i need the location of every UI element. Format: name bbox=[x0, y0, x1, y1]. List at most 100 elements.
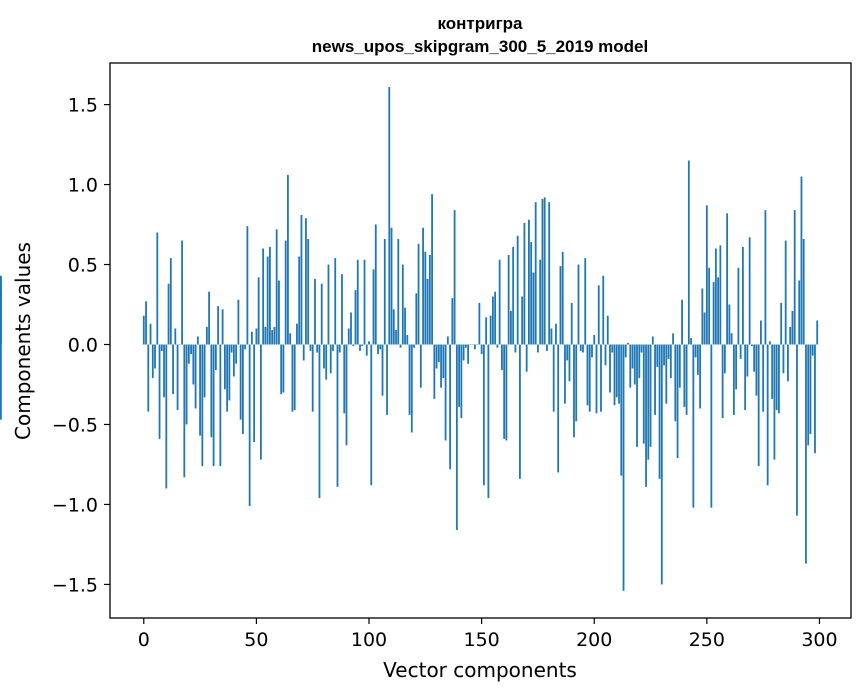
x-tick-label: 100 bbox=[351, 629, 387, 651]
bar-component-227 bbox=[654, 344, 656, 415]
bar-component-243 bbox=[690, 338, 692, 345]
bar-component-288 bbox=[791, 310, 794, 345]
bar-component-182 bbox=[552, 344, 555, 412]
bar-component-66 bbox=[291, 344, 294, 412]
bar-component-296 bbox=[809, 344, 812, 435]
bar-component-135 bbox=[446, 336, 449, 345]
bar-component-125 bbox=[424, 251, 427, 345]
bar-component-56 bbox=[269, 246, 271, 345]
bar-component-108 bbox=[386, 344, 388, 415]
bar-component-34 bbox=[219, 344, 222, 467]
bar-component-64 bbox=[287, 174, 289, 345]
bar-component-233 bbox=[667, 344, 670, 359]
bar-component-266 bbox=[741, 246, 744, 345]
bar-component-198 bbox=[588, 344, 591, 412]
bar-component-35 bbox=[221, 309, 224, 345]
bar-component-215 bbox=[627, 342, 629, 345]
bar-component-253 bbox=[712, 282, 715, 345]
bar-component-213 bbox=[622, 344, 625, 591]
bar-component-197 bbox=[586, 344, 589, 406]
bar-component-173 bbox=[532, 272, 535, 345]
bar-component-24 bbox=[196, 336, 199, 345]
bar-component-220 bbox=[638, 344, 641, 379]
bar-component-47 bbox=[248, 344, 251, 507]
bar-component-229 bbox=[658, 344, 661, 479]
bar-component-82 bbox=[327, 264, 330, 345]
bar-component-235 bbox=[672, 333, 674, 345]
bar-component-188 bbox=[566, 344, 569, 361]
bar-component-96 bbox=[359, 344, 361, 351]
bar-component-178 bbox=[543, 197, 546, 345]
bar-component-65 bbox=[289, 333, 292, 345]
bar-component-114 bbox=[399, 344, 402, 348]
bar-component-241 bbox=[685, 344, 688, 415]
x-tick-label: 250 bbox=[689, 629, 725, 651]
bar-component-89 bbox=[343, 344, 346, 414]
bar-component-52 bbox=[260, 344, 262, 460]
bar-component-136 bbox=[449, 344, 451, 470]
bar-component-42 bbox=[237, 299, 240, 345]
bar-component-214 bbox=[624, 344, 627, 358]
bar-component-113 bbox=[397, 238, 400, 345]
bar-component-221 bbox=[640, 344, 643, 353]
bar-component-41 bbox=[235, 344, 238, 364]
bar-component-90 bbox=[345, 344, 348, 446]
y-tick-label: 1.0 bbox=[68, 175, 98, 197]
plot-frame bbox=[109, 62, 852, 619]
bar-component-237 bbox=[676, 344, 679, 459]
bar-component-169 bbox=[523, 222, 526, 345]
bar-component-210 bbox=[615, 344, 618, 398]
bar-component-79 bbox=[320, 283, 323, 345]
bar-component-261 bbox=[730, 333, 733, 345]
bar-component-118 bbox=[408, 344, 411, 415]
bar-component-25 bbox=[199, 344, 201, 436]
bar-component-45 bbox=[244, 344, 247, 350]
bar-component-17 bbox=[181, 240, 183, 345]
bar-component-161 bbox=[505, 344, 508, 441]
bar-component-62 bbox=[282, 344, 285, 393]
bar-component-50 bbox=[255, 328, 258, 345]
bar-component-61 bbox=[280, 344, 283, 395]
bar-component-152 bbox=[485, 317, 488, 345]
x-tick-label: 200 bbox=[576, 629, 612, 651]
y-tick-label: 1.5 bbox=[68, 95, 98, 117]
x-tick-label: 50 bbox=[244, 629, 268, 651]
bar-component-275 bbox=[762, 344, 765, 412]
bar-component-212 bbox=[620, 344, 623, 476]
bar-component-142 bbox=[462, 344, 465, 361]
chart-title-line-2: news_upos_skipgram_300_5_2019 model bbox=[312, 37, 648, 56]
bar-component-40 bbox=[232, 344, 235, 377]
bar-component-127 bbox=[428, 254, 431, 345]
x-tick-label: 150 bbox=[463, 629, 499, 651]
bar-component-14 bbox=[174, 328, 177, 345]
bar-component-209 bbox=[613, 344, 616, 406]
bar-component-18 bbox=[183, 344, 186, 478]
bar-component-101 bbox=[370, 344, 373, 486]
y-axis: −1.5 −1.0 −0.5 0.0 0.5 1.0 1.5 bbox=[52, 95, 110, 596]
bar-component-194 bbox=[579, 344, 582, 351]
bar-component-58 bbox=[273, 326, 276, 345]
bar-component-222 bbox=[642, 344, 645, 444]
bar-component-193 bbox=[577, 264, 580, 345]
bar-component-29 bbox=[208, 291, 210, 345]
bar-component-88 bbox=[341, 274, 343, 345]
bar-component-33 bbox=[217, 306, 220, 345]
bar-component-248 bbox=[701, 288, 704, 345]
bar-component-68 bbox=[296, 323, 298, 345]
bar-component-39 bbox=[230, 344, 233, 353]
bar-component-87 bbox=[338, 344, 341, 353]
bar-component-256 bbox=[719, 245, 722, 345]
bar-component-137 bbox=[451, 298, 454, 345]
bar-component-181 bbox=[550, 328, 553, 345]
bar-component-290 bbox=[796, 344, 798, 516]
bar-component-246 bbox=[696, 344, 699, 375]
bar-component-218 bbox=[633, 344, 636, 385]
bar-component-1 bbox=[145, 301, 147, 345]
bar-component-170 bbox=[525, 344, 528, 372]
x-axis: 0 50 100 150 200 250 300 bbox=[138, 618, 838, 651]
bar-component-284 bbox=[782, 344, 785, 374]
y-axis-label: Components values bbox=[11, 242, 35, 440]
bar-component-57 bbox=[271, 330, 274, 345]
bar-component-285 bbox=[784, 240, 787, 345]
bar-component-263 bbox=[735, 344, 738, 390]
